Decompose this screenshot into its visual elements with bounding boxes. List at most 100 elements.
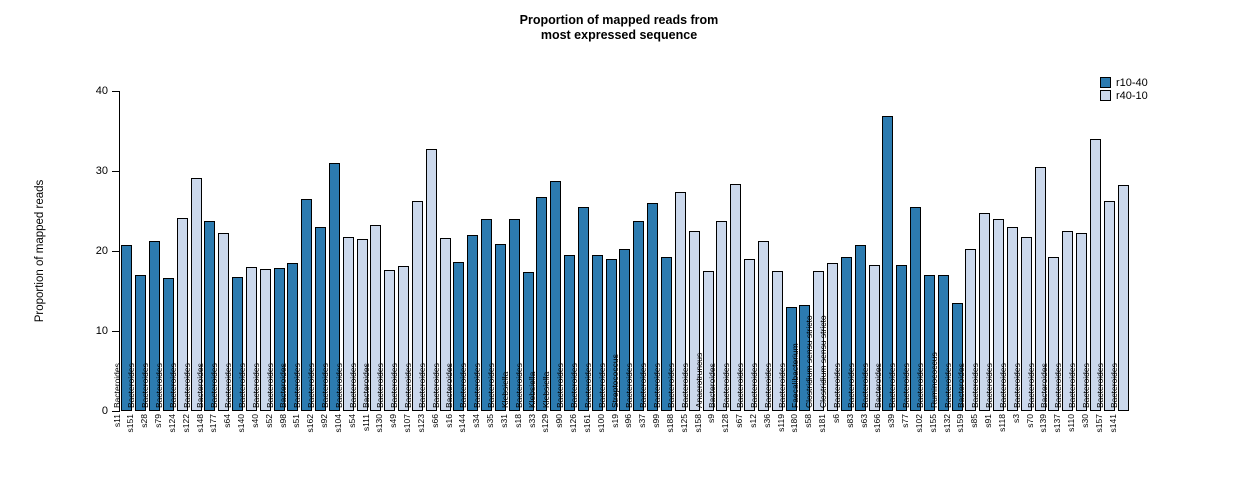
legend-swatch — [1100, 90, 1111, 101]
x-tick-label: s31 — [498, 414, 509, 428]
bar-taxon-label: Bacteroides — [679, 363, 690, 408]
bar-s70: Bacteroides — [1026, 167, 1046, 411]
bar-s64: Bacteroides — [223, 276, 244, 411]
bar-s100: Bacteroides — [597, 259, 617, 411]
bar-s111: Bacteroides — [361, 224, 382, 411]
bar-s18: Bacteroides — [514, 271, 534, 411]
bar-taxon-label: Bacteroides — [333, 363, 344, 408]
bar-taxon-label: Bacteroides — [250, 363, 261, 408]
legend: r10-40 r40-10 — [1100, 76, 1148, 102]
x-tick-label: s157 — [1093, 414, 1104, 433]
bar-s140: Bacteroides — [237, 267, 257, 411]
x-tick-label: s36 — [761, 414, 772, 428]
bar-taxon-label: Bacteroides — [1053, 363, 1064, 408]
bar-taxon-label: Bacteroides — [195, 363, 206, 408]
bar-s85: Bacteroides — [970, 212, 991, 411]
x-tick-label: s181 — [817, 414, 828, 433]
bar-taxon-label: Bacteroides — [707, 363, 718, 408]
bar-taxon-label: Bacteroides — [748, 363, 759, 408]
x-tick-label: s77 — [900, 414, 911, 428]
bar-taxon-label: Bacteroides — [1080, 363, 1091, 408]
bar-s99: Bacteroides — [652, 256, 672, 411]
bar-s159: Bacteroides — [956, 248, 977, 411]
bar-taxon-label: Bacteroides — [1067, 363, 1078, 408]
x-tick-label: s83 — [844, 414, 855, 428]
bar-s79: Bacteroides — [154, 278, 174, 411]
x-tick-label: s161 — [581, 414, 592, 433]
chart-title: Proportion of mapped reads from most exp… — [0, 13, 1238, 43]
bar-taxon-label: Bacteroides — [555, 363, 566, 408]
bar-s119: Bacteroides — [777, 307, 797, 411]
chart-title-line2: most expressed sequence — [540, 28, 698, 42]
bar-s51: Bacteroides — [292, 199, 313, 411]
bar-taxon-label: Bacteroides — [472, 363, 483, 408]
bar-s35: Bacteroides — [486, 243, 506, 411]
legend-item: r10-40 — [1100, 76, 1148, 89]
x-tick-label: s12 — [747, 414, 758, 428]
bar-s6: Bacteroides — [832, 256, 852, 411]
x-tick-label: s148 — [194, 414, 205, 433]
x-tick-label: s128 — [720, 414, 731, 433]
bar-taxon-label: Bacteroides — [845, 363, 856, 408]
bar-taxon-label: Bacteroides — [319, 363, 330, 408]
bar-s125: Bacteroides — [680, 231, 700, 411]
bar-taxon-label: Bacteroides — [278, 363, 289, 408]
x-tick-label: s126 — [568, 414, 579, 433]
bar-taxon-label: Bacteroides — [762, 363, 773, 408]
x-tick-label: s6 — [830, 414, 841, 423]
x-tick-label: s162 — [305, 414, 316, 433]
x-tick-label: s66 — [429, 414, 440, 428]
bar-s139: Bacteroides — [1039, 257, 1060, 411]
bar-taxon-label: Bacteroides — [638, 363, 649, 408]
x-tick-label: s139 — [1038, 414, 1049, 433]
bar-s28: Bacteroides — [140, 241, 161, 411]
x-tick-label: s16 — [443, 414, 454, 428]
bar-taxon-label: Klebsiella — [527, 371, 538, 408]
bar-taxon-label: Bacteroides — [209, 363, 220, 408]
x-tick-label: s70 — [1024, 414, 1035, 428]
bar-taxon-label: Bacteroides — [970, 363, 981, 408]
x-tick-label: s137 — [1052, 414, 1063, 433]
x-tick-label: s67 — [734, 414, 745, 428]
bar-s124: Bacteroides — [168, 218, 188, 411]
bar-taxon-label: Bacteroides — [665, 363, 676, 408]
bar-s130: Bacteroides — [375, 270, 396, 411]
x-tick-label: s19 — [609, 414, 620, 428]
x-tick-label: s111 — [360, 414, 371, 432]
bar-s132: Bacteroides — [943, 303, 963, 411]
x-tick-label: s64 — [222, 414, 233, 428]
x-tick-label: s130 — [374, 414, 385, 433]
x-tick-label: s33 — [526, 414, 537, 428]
x-tick-label: s141 — [1107, 414, 1118, 433]
x-tick-label: s79 — [153, 414, 163, 428]
bar-s155: Ruminococcus — [929, 275, 949, 411]
bar-taxon-label: Bacteroides — [831, 363, 842, 408]
bar-s177: Bacteroides — [209, 233, 230, 411]
bar-s37: Bacteroides — [638, 203, 659, 411]
x-tick-label: s99 — [651, 414, 662, 428]
x-tick-label: s96 — [623, 414, 634, 428]
x-tick-label: s91 — [983, 414, 994, 428]
bar-taxon-label: Bacteroides — [651, 363, 662, 408]
bar-taxon-label: Anaerotruncus — [693, 352, 704, 408]
bar-s49: Bacteroides — [389, 266, 410, 411]
x-tick-label: s52 — [263, 414, 274, 428]
x-tick-label: s158 — [692, 414, 703, 433]
bar-s102: Bacteroides — [915, 275, 935, 411]
bar-s96: Bacteroides — [624, 220, 645, 411]
legend-item: r40-10 — [1100, 89, 1148, 102]
bar-s39: Bacteroides — [887, 264, 908, 411]
x-tick-label: s58 — [803, 414, 814, 428]
x-tick-label: s129 — [540, 414, 551, 433]
y-tick-mark — [112, 411, 119, 412]
x-tick-label: s102 — [913, 414, 924, 433]
bar-taxon-label: Faecalibacterium — [790, 343, 801, 408]
bar-s148: Bacteroides — [195, 220, 216, 411]
x-tick-label: s92 — [319, 414, 330, 428]
x-tick-label: s37 — [637, 414, 648, 428]
bar-taxon-label: Bacteroides — [140, 363, 151, 408]
bar-taxon-label: Bacteroides — [236, 363, 247, 408]
x-tick-label: s49 — [388, 414, 399, 428]
bar-s158: Anaerotruncus — [694, 271, 714, 411]
